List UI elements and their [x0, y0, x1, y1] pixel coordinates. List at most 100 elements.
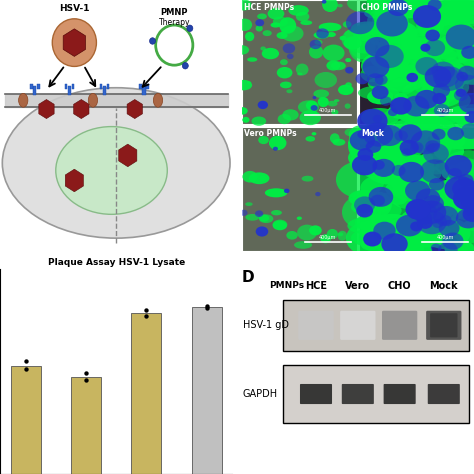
Ellipse shape [278, 114, 291, 124]
Ellipse shape [350, 125, 405, 146]
Ellipse shape [417, 210, 447, 234]
Ellipse shape [375, 45, 404, 68]
Ellipse shape [277, 67, 292, 78]
Ellipse shape [384, 121, 414, 144]
Ellipse shape [445, 8, 474, 28]
Ellipse shape [323, 45, 345, 61]
Ellipse shape [364, 164, 396, 180]
Text: CHO: CHO [388, 281, 411, 291]
Ellipse shape [365, 37, 390, 57]
Ellipse shape [413, 187, 453, 217]
FancyBboxPatch shape [298, 311, 334, 340]
Ellipse shape [445, 58, 460, 68]
Ellipse shape [437, 65, 458, 78]
Ellipse shape [345, 103, 351, 109]
Ellipse shape [392, 172, 442, 199]
Bar [359, 0, 474, 124]
Ellipse shape [377, 240, 392, 252]
Ellipse shape [397, 101, 428, 123]
Ellipse shape [331, 62, 346, 70]
Ellipse shape [319, 23, 341, 31]
Ellipse shape [430, 75, 446, 84]
Ellipse shape [372, 85, 389, 99]
Ellipse shape [283, 109, 299, 120]
Ellipse shape [390, 97, 412, 115]
Ellipse shape [406, 100, 443, 133]
Ellipse shape [235, 80, 252, 91]
Text: HCE PMNPs: HCE PMNPs [244, 2, 294, 11]
Ellipse shape [422, 154, 450, 174]
Ellipse shape [420, 159, 449, 183]
Ellipse shape [458, 66, 474, 81]
FancyBboxPatch shape [300, 384, 332, 404]
Title: Plaque Assay HSV-1 Lysate: Plaque Assay HSV-1 Lysate [47, 258, 185, 267]
Ellipse shape [327, 229, 338, 239]
Ellipse shape [440, 109, 468, 129]
Ellipse shape [438, 220, 459, 237]
Ellipse shape [263, 30, 272, 36]
Ellipse shape [417, 55, 437, 69]
Ellipse shape [350, 148, 356, 153]
Ellipse shape [405, 176, 444, 204]
Ellipse shape [288, 5, 309, 16]
Ellipse shape [363, 122, 393, 146]
Ellipse shape [379, 21, 418, 44]
Ellipse shape [420, 185, 447, 199]
Ellipse shape [412, 179, 434, 189]
Ellipse shape [429, 178, 445, 191]
Ellipse shape [352, 23, 383, 41]
FancyBboxPatch shape [383, 384, 416, 404]
Ellipse shape [410, 130, 440, 154]
Ellipse shape [382, 233, 408, 255]
Ellipse shape [392, 118, 430, 146]
Ellipse shape [414, 80, 435, 94]
Ellipse shape [338, 84, 354, 95]
Ellipse shape [306, 136, 315, 142]
Ellipse shape [372, 6, 409, 35]
Ellipse shape [314, 40, 322, 45]
Ellipse shape [237, 0, 252, 10]
Ellipse shape [458, 174, 474, 186]
Ellipse shape [353, 191, 374, 205]
Ellipse shape [435, 90, 471, 110]
Ellipse shape [346, 82, 352, 87]
Ellipse shape [445, 176, 474, 201]
Ellipse shape [273, 221, 287, 230]
Ellipse shape [365, 140, 381, 153]
Ellipse shape [280, 82, 292, 88]
Bar [359, 127, 474, 251]
Ellipse shape [457, 109, 473, 117]
Ellipse shape [449, 241, 469, 252]
Ellipse shape [347, 218, 385, 234]
Ellipse shape [398, 35, 447, 60]
Ellipse shape [255, 19, 264, 27]
Ellipse shape [448, 21, 474, 45]
Ellipse shape [273, 17, 288, 27]
Ellipse shape [382, 215, 405, 234]
Ellipse shape [368, 137, 414, 176]
Ellipse shape [280, 59, 288, 65]
Ellipse shape [357, 130, 368, 139]
Ellipse shape [410, 221, 422, 231]
Ellipse shape [349, 125, 378, 145]
Ellipse shape [390, 5, 409, 20]
Bar [72, 84, 74, 89]
Ellipse shape [395, 103, 416, 118]
Ellipse shape [423, 94, 445, 104]
Ellipse shape [345, 128, 356, 136]
Ellipse shape [396, 223, 428, 243]
Ellipse shape [287, 54, 293, 59]
Ellipse shape [378, 234, 403, 247]
Ellipse shape [237, 107, 248, 115]
Ellipse shape [373, 159, 395, 177]
Ellipse shape [385, 182, 407, 196]
Ellipse shape [294, 241, 312, 249]
Ellipse shape [360, 175, 400, 201]
Ellipse shape [415, 118, 456, 137]
Ellipse shape [401, 148, 411, 156]
Ellipse shape [380, 237, 432, 264]
Ellipse shape [367, 143, 411, 162]
Ellipse shape [327, 61, 340, 71]
Ellipse shape [306, 100, 318, 110]
Ellipse shape [348, 190, 381, 207]
